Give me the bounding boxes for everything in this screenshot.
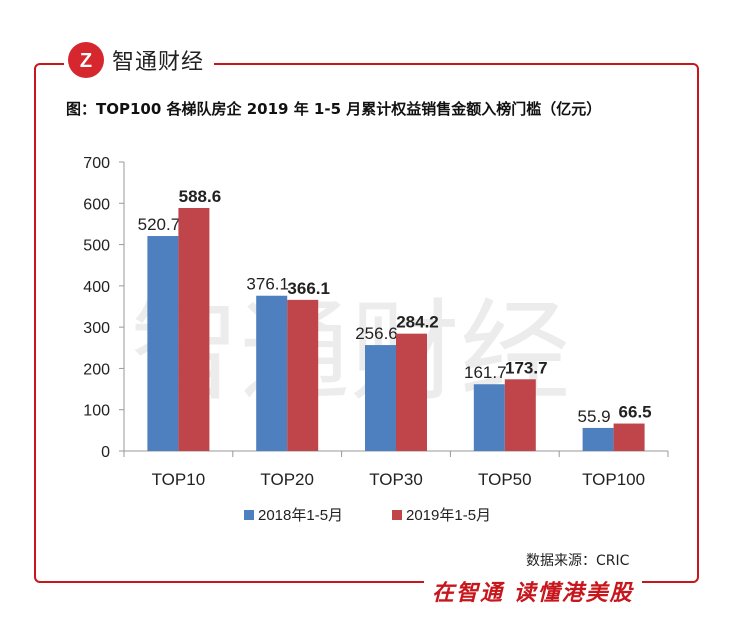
chart-title: 图：TOP100 各梯队房企 2019 年 1-5 月累计权益销售金额入榜门槛（… bbox=[66, 100, 602, 118]
data-label: 588.6 bbox=[179, 187, 222, 206]
y-tick-label: 600 bbox=[83, 196, 110, 213]
data-label: 161.7 bbox=[464, 363, 507, 382]
x-category-label: TOP20 bbox=[260, 470, 314, 489]
data-source: 数据来源：CRIC bbox=[526, 553, 630, 569]
bar-2018 bbox=[256, 295, 288, 451]
legend-swatch bbox=[244, 510, 254, 520]
data-label: 520.7 bbox=[138, 215, 181, 234]
y-tick-label: 700 bbox=[83, 155, 110, 172]
y-tick-label: 100 bbox=[83, 403, 110, 420]
data-label: 284.2 bbox=[396, 313, 439, 332]
bar-2018 bbox=[147, 236, 179, 451]
y-tick-label: 500 bbox=[83, 238, 110, 255]
y-tick-label: 400 bbox=[83, 279, 110, 296]
x-category-label: TOP30 bbox=[369, 470, 423, 489]
bar-2018 bbox=[365, 345, 396, 451]
bar-2018 bbox=[473, 384, 505, 451]
data-label: 66.5 bbox=[619, 403, 652, 422]
x-category-label: TOP100 bbox=[582, 470, 645, 489]
legend-label: 2018年1-5月 bbox=[258, 507, 343, 524]
bar-2019 bbox=[178, 207, 210, 451]
brand-name: 智通财经 bbox=[112, 50, 205, 75]
data-label: 55.9 bbox=[578, 407, 611, 426]
data-label: 256.6 bbox=[355, 324, 398, 343]
brand-header: Z 智通财经 bbox=[64, 40, 215, 80]
footer-slogan: 在智通 读懂港美股 bbox=[424, 575, 642, 607]
x-category-label: TOP10 bbox=[152, 470, 206, 489]
data-label: 376.1 bbox=[246, 275, 289, 294]
bar-2018 bbox=[582, 427, 614, 451]
data-label: 173.7 bbox=[505, 358, 548, 377]
bar-2019 bbox=[613, 423, 645, 451]
y-tick-label: 200 bbox=[83, 361, 110, 378]
bar-2019 bbox=[396, 333, 427, 451]
data-label: 366.1 bbox=[287, 279, 330, 298]
bar-2019 bbox=[287, 299, 319, 451]
outer-frame bbox=[34, 63, 699, 583]
brand-logo-letter: Z bbox=[80, 50, 92, 72]
legend-label: 2019年1-5月 bbox=[406, 507, 491, 524]
y-tick-label: 300 bbox=[83, 320, 110, 337]
bar-2019 bbox=[504, 379, 536, 451]
brand-logo-icon: Z bbox=[68, 42, 104, 78]
x-category-label: TOP50 bbox=[478, 470, 532, 489]
y-tick-label: 0 bbox=[101, 444, 110, 461]
legend-swatch bbox=[392, 510, 402, 520]
